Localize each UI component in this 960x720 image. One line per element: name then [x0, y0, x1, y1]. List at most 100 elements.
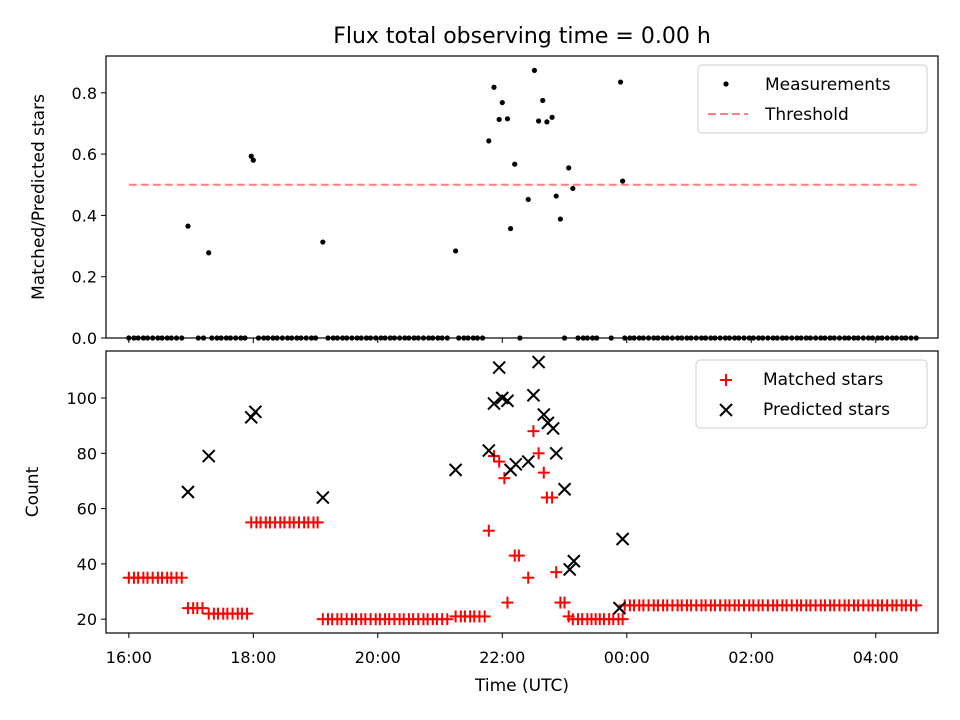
matched-point: [478, 610, 491, 623]
bottom-legend-box: [695, 359, 928, 429]
predicted-point: [546, 421, 560, 436]
matched-point: [311, 516, 324, 529]
predicted-point: [248, 405, 263, 419]
matched-point: [501, 596, 514, 609]
top-plot-frame: [105, 55, 939, 339]
top-y-axis-label: Matched/Predicted stars: [29, 94, 49, 300]
matched-point: [441, 613, 454, 626]
predicted-point: [487, 396, 501, 411]
bottom-y-tick-label: 20: [77, 610, 97, 629]
measurement-point: [453, 248, 459, 254]
predicted-point: [521, 454, 535, 469]
bottom-y-axis-label: Count: [23, 466, 43, 517]
measurement-point: [496, 116, 502, 123]
x-tick-label: 18:00: [230, 648, 276, 667]
matched-point: [196, 602, 209, 615]
measurement-point: [531, 67, 538, 74]
top-y-tick-label: 0.0: [72, 329, 97, 348]
top-legend: Measurements Threshold: [697, 64, 928, 134]
predicted-point: [557, 482, 572, 496]
measurement-point: [557, 216, 563, 222]
matched-point: [537, 466, 550, 479]
top-y-tick-label: 0.8: [72, 84, 97, 103]
legend-matched-marker: [720, 374, 732, 386]
measurement-point: [499, 99, 505, 106]
matched-point: [498, 472, 511, 485]
measurement-point: [486, 138, 492, 144]
predicted-point: [531, 355, 546, 369]
matched-point: [512, 549, 525, 562]
measurement-point: [535, 118, 542, 124]
measurement-point: [491, 84, 497, 90]
predicted-point: [181, 485, 195, 499]
measurement-point: [185, 223, 191, 229]
predicted-point: [537, 407, 551, 422]
top-y-tick-label: 0.4: [72, 206, 97, 225]
matched-point: [522, 571, 535, 584]
predicted-point: [448, 463, 463, 477]
matched-point: [558, 596, 571, 609]
matched-point: [616, 613, 629, 626]
x-tick-label: 00:00: [604, 648, 650, 667]
matched-point: [175, 571, 188, 584]
bottom-y-tick-label: 80: [77, 444, 97, 463]
matched-point: [241, 607, 254, 620]
predicted-point: [567, 554, 581, 568]
legend-measurements-marker: [723, 81, 729, 87]
bottom-panel: 20 40 60 80 100 16:00 18:00 20:00 22:00 00:00 02:0…: [23, 350, 939, 696]
x-tick-label: 16:00: [106, 648, 152, 667]
x-tick-label: 02:00: [728, 648, 774, 667]
bottom-y-tick-label: 60: [77, 500, 97, 519]
measurement-point: [549, 114, 555, 120]
x-tick-label: 22:00: [479, 648, 525, 667]
predicted-point: [316, 490, 330, 505]
predicted-point: [509, 457, 523, 472]
matched-point: [910, 599, 923, 612]
top-y-tick-label: 0.2: [72, 268, 97, 287]
measurement-point: [250, 157, 256, 163]
measurement-point: [248, 153, 254, 159]
predicted-point: [482, 443, 496, 458]
bottom-legend: Matched stars Predicted stars: [695, 359, 928, 429]
measurement-point: [206, 250, 212, 256]
matched-point: [550, 566, 563, 579]
predicted-point: [615, 532, 630, 546]
top-legend-box: [697, 64, 928, 134]
legend-threshold-label: Threshold: [764, 105, 849, 125]
measurement-point: [512, 161, 518, 167]
measurement-point: [504, 116, 511, 122]
measurement-point: [566, 165, 572, 171]
bottom-y-tick-label: 100: [66, 389, 97, 408]
chart-title: Flux total observing time = 0.00 h: [333, 24, 711, 49]
measurement-point: [320, 239, 326, 245]
matched-point: [527, 425, 540, 438]
matched-point: [532, 447, 545, 460]
top-y-tick-label: 0.6: [72, 145, 97, 164]
x-tick-label: 04:00: [853, 648, 899, 667]
measurement-point: [525, 196, 531, 203]
measurement-point: [617, 79, 624, 85]
predicted-point: [492, 360, 506, 375]
measurement-point: [620, 178, 626, 184]
top-panel: 0.00.20.40.60.8 Matched/Predicted stars …: [29, 55, 939, 348]
measurement-point: [544, 119, 550, 125]
matched-point: [546, 491, 559, 504]
predicted-point: [563, 562, 577, 577]
measurement-point: [570, 185, 576, 192]
measurement-point: [553, 193, 559, 199]
bottom-y-tick-label: 40: [77, 555, 97, 574]
matched-point: [493, 455, 506, 468]
predicted-point: [201, 449, 216, 463]
x-axis-label: Time (UTC): [474, 676, 569, 696]
predicted-point: [500, 394, 515, 408]
predicted-point: [549, 446, 563, 461]
legend-predicted-marker: [719, 403, 733, 417]
legend-predicted-label: Predicted stars: [763, 400, 890, 420]
bottom-plot-frame: [105, 350, 939, 634]
legend-matched-label: Matched stars: [763, 370, 883, 390]
legend-measurements-label: Measurements: [765, 75, 891, 95]
measurement-point: [507, 225, 514, 232]
matched-point: [482, 524, 495, 537]
predicted-point: [526, 388, 541, 402]
